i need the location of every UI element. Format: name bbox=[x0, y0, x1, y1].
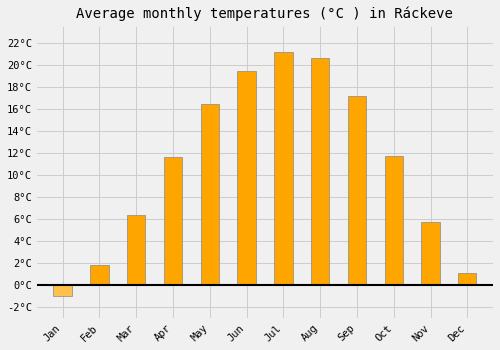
Title: Average monthly temperatures (°C ) in Ráckeve: Average monthly temperatures (°C ) in Rá… bbox=[76, 7, 454, 21]
Bar bbox=[274, 52, 292, 285]
Bar bbox=[164, 158, 182, 285]
Bar bbox=[422, 222, 440, 285]
Bar bbox=[238, 71, 256, 285]
Bar bbox=[200, 104, 219, 285]
Bar bbox=[458, 273, 476, 285]
Bar bbox=[54, 285, 72, 296]
Bar bbox=[90, 265, 108, 285]
Bar bbox=[311, 57, 330, 285]
Bar bbox=[384, 156, 403, 285]
Bar bbox=[127, 215, 146, 285]
Bar bbox=[348, 96, 366, 285]
